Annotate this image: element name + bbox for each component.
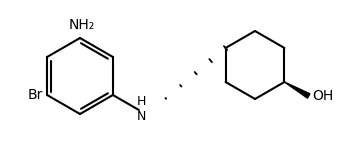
Text: NH₂: NH₂ [69,18,95,32]
Text: Br: Br [28,88,43,102]
Text: H: H [137,95,147,108]
Polygon shape [284,82,310,98]
Text: OH: OH [313,89,334,103]
Text: N: N [137,110,147,123]
